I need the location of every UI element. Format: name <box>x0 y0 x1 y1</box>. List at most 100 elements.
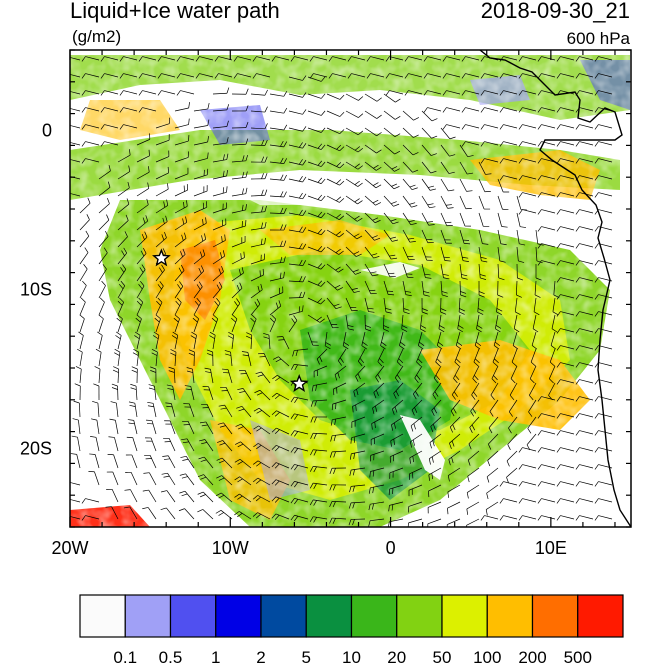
wind-barb-flag <box>200 459 207 462</box>
wind-barb-flag <box>375 184 382 189</box>
wind-barb-shaft <box>364 127 377 137</box>
colorbar-swatch <box>215 594 262 638</box>
wind-barb-flag <box>129 404 136 407</box>
wind-barb-flag <box>485 173 492 175</box>
wind-barb-flag <box>356 235 363 240</box>
wind-barb-flag <box>236 298 241 304</box>
wind-barb-flag <box>99 297 105 303</box>
wind-barb-flag <box>239 282 243 289</box>
wind-barb-flag <box>237 495 243 500</box>
wind-barb-flag <box>339 129 345 134</box>
wind-barb-flag <box>375 405 378 412</box>
wind-barb-shaft <box>174 254 186 265</box>
wind-barb-shaft <box>98 170 111 180</box>
wind-barb-shaft <box>230 352 233 367</box>
wind-barb-shaft <box>212 224 227 231</box>
wind-barb-flag <box>89 453 96 455</box>
colorbar-swatch <box>79 594 126 638</box>
wind-barb-flag <box>516 294 522 298</box>
wind-barb-shaft <box>416 348 423 362</box>
wind-barb-flag <box>442 124 447 130</box>
wind-barb-flag <box>394 150 401 155</box>
wind-barb-shaft <box>507 433 518 445</box>
wind-barb-flag <box>515 311 521 316</box>
wind-barb-shaft <box>136 155 150 163</box>
wind-barb-flag <box>401 325 408 329</box>
wind-barb-shaft <box>278 356 290 367</box>
wind-barb-flag <box>432 440 435 447</box>
wind-barb-flag <box>493 345 500 350</box>
wind-barb-shaft <box>250 144 266 146</box>
wind-barb-shaft <box>541 243 556 248</box>
wind-barb-flag <box>353 436 356 443</box>
wind-barb-shaft <box>155 172 169 180</box>
wind-barb-flag <box>388 505 390 512</box>
wind-barb-shaft <box>402 144 414 156</box>
wind-barb-flag <box>385 90 390 96</box>
wind-barb-flag <box>283 207 287 214</box>
wind-barb-shaft <box>250 194 265 197</box>
wind-barb-flag <box>466 190 473 192</box>
wind-barb-shaft <box>193 158 208 163</box>
wind-barb-shaft <box>227 369 233 384</box>
wind-barb-flag <box>204 367 211 370</box>
wind-barb-shaft <box>548 382 556 396</box>
wind-barb-shaft <box>522 56 537 61</box>
wind-barb-shaft <box>307 161 322 167</box>
wind-barb-flag <box>476 328 482 333</box>
wind-barb-shaft <box>428 467 442 476</box>
wind-barb-flag <box>461 73 466 79</box>
wind-barb-shaft <box>150 437 157 452</box>
wind-barb-flag <box>116 331 122 336</box>
wind-barb-shaft <box>326 280 338 291</box>
wind-barb-shaft <box>345 263 356 275</box>
wind-barb-shaft <box>326 161 340 169</box>
wind-barb-flag <box>290 413 295 419</box>
wind-barb-flag <box>478 291 485 294</box>
wind-barb-shaft <box>560 328 575 333</box>
wind-barb-flag <box>334 418 337 425</box>
wind-barb-flag <box>556 413 561 419</box>
wind-barb-flag <box>371 423 373 430</box>
wind-barb-shaft <box>370 73 385 78</box>
wind-barb-shaft <box>465 107 480 112</box>
wind-barb-shaft <box>529 365 537 379</box>
wind-barb-shaft <box>174 286 184 299</box>
wind-barb-flag <box>148 166 150 173</box>
wind-barb-flag <box>238 269 241 276</box>
wind-barb-flag <box>76 348 83 353</box>
wind-barb-flag <box>317 160 323 166</box>
wind-barb-shaft <box>268 335 271 350</box>
wind-barb-flag <box>594 175 599 181</box>
wind-barb-shaft <box>104 107 119 112</box>
wind-barb-shaft <box>212 191 227 197</box>
wind-barb-flag <box>452 424 456 431</box>
wind-barb-shaft <box>221 457 233 469</box>
wind-barb-flag <box>153 331 160 336</box>
wind-barb-shaft <box>117 220 129 231</box>
wind-barb-flag <box>451 440 455 447</box>
wind-barb-flag <box>107 197 110 204</box>
wind-barb-flag <box>412 393 417 400</box>
wind-barb-flag <box>575 345 580 351</box>
wind-barb-flag <box>441 291 448 294</box>
colorbar-swatch <box>350 594 398 638</box>
wind-barb-flag <box>383 328 389 332</box>
wind-barb-flag <box>480 141 485 147</box>
wind-barb-shaft <box>497 195 503 210</box>
wind-barb-shaft <box>383 195 394 207</box>
wind-barb-flag <box>271 392 277 398</box>
wind-barb-flag <box>556 209 561 215</box>
wind-barb-flag <box>379 358 384 364</box>
wind-barb-flag <box>261 206 264 213</box>
wind-barb-flag <box>443 277 450 280</box>
wind-barb-shaft <box>503 124 518 129</box>
wind-barb-shaft <box>70 499 81 503</box>
wind-barb-shaft <box>199 73 214 78</box>
wind-barb-shaft <box>421 178 431 191</box>
wind-barb-flag <box>470 410 475 417</box>
wind-barb-shaft <box>560 379 575 384</box>
wind-barb-shaft <box>174 107 189 112</box>
wind-barb-flag <box>79 314 85 319</box>
wind-barb-shaft <box>380 331 385 346</box>
